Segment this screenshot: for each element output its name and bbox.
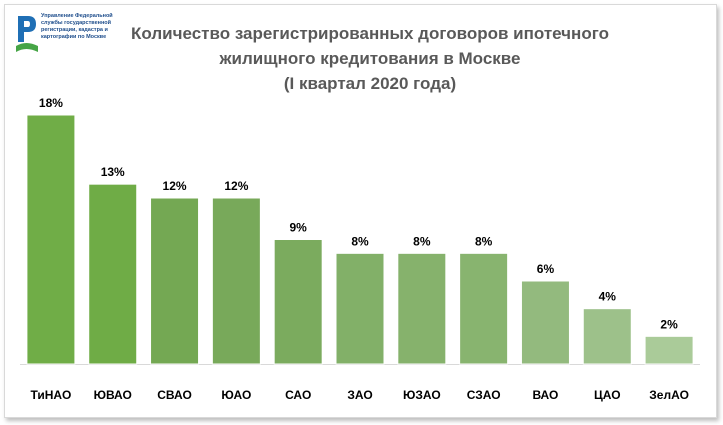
data-label-10: 2% — [660, 317, 678, 331]
logo-line: картографии по Москве — [41, 34, 107, 40]
x-tick-label-3: ЮАО — [221, 388, 251, 402]
logo-text: Управление Федеральной службы государств… — [41, 13, 121, 41]
data-label-5: 8% — [351, 234, 369, 248]
x-tick-label-7: СЗАО — [467, 388, 501, 402]
rosreestr-emblem-icon — [16, 16, 38, 52]
x-tick-label-9: ЦАО — [594, 388, 621, 402]
logo-line: службы государственной — [41, 20, 112, 26]
bar-5 — [335, 252, 385, 365]
title-line-1: Количество зарегистрированных договоров … — [131, 24, 609, 43]
logo-line: регистрации, кадастра и — [41, 27, 108, 33]
x-tick-label-2: СВАО — [157, 388, 192, 402]
x-tick-label-1: ЮВАО — [94, 388, 132, 402]
bar-9 — [582, 308, 632, 365]
x-tick-label-8: ВАО — [532, 388, 558, 402]
x-tick-labels-group: ТиНАО ЮВАО СВАО ЮАО САО ЗАО ЮЗАО СЗАО ВАО ЦАО ЗелА… — [31, 388, 689, 402]
x-tick-label-5: ЗАО — [347, 388, 372, 402]
bar-8 — [520, 280, 570, 365]
data-labels-group: 18% 13% 12% 12% 9% 8% 8% 8% 6% 4% 2% — [39, 96, 678, 331]
bar-10 — [644, 335, 694, 365]
rosreestr-logo: Управление Федеральной службы государств… — [14, 12, 118, 56]
data-label-2: 12% — [163, 179, 187, 193]
bar-0 — [26, 114, 76, 365]
bar-1 — [88, 183, 138, 365]
x-tick-label-4: САО — [285, 388, 311, 402]
data-label-1: 13% — [101, 165, 125, 179]
data-label-7: 8% — [475, 234, 493, 248]
x-tick-label-0: ТиНАО — [31, 388, 72, 402]
data-label-9: 4% — [599, 290, 617, 304]
bar-2 — [150, 197, 200, 365]
bar-6 — [397, 252, 447, 365]
bars-group — [26, 114, 694, 365]
chart-title: Количество зарегистрированных договоров … — [100, 21, 640, 96]
bar-4 — [273, 239, 323, 365]
data-label-3: 12% — [224, 179, 248, 193]
data-label-6: 8% — [413, 234, 431, 248]
title-line-3: (I квартал 2020 года) — [283, 74, 457, 93]
data-label-8: 6% — [537, 262, 555, 276]
data-label-0: 18% — [39, 96, 63, 110]
x-tick-label-6: ЮЗАО — [403, 388, 441, 402]
data-label-4: 9% — [290, 221, 308, 235]
bar-7 — [459, 252, 509, 365]
title-line-2: жилищного кредитования в Москве — [219, 49, 521, 68]
bar-3 — [211, 197, 261, 365]
logo-line: Управление Федеральной — [41, 13, 113, 19]
x-tick-label-10: ЗелАО — [649, 388, 689, 402]
